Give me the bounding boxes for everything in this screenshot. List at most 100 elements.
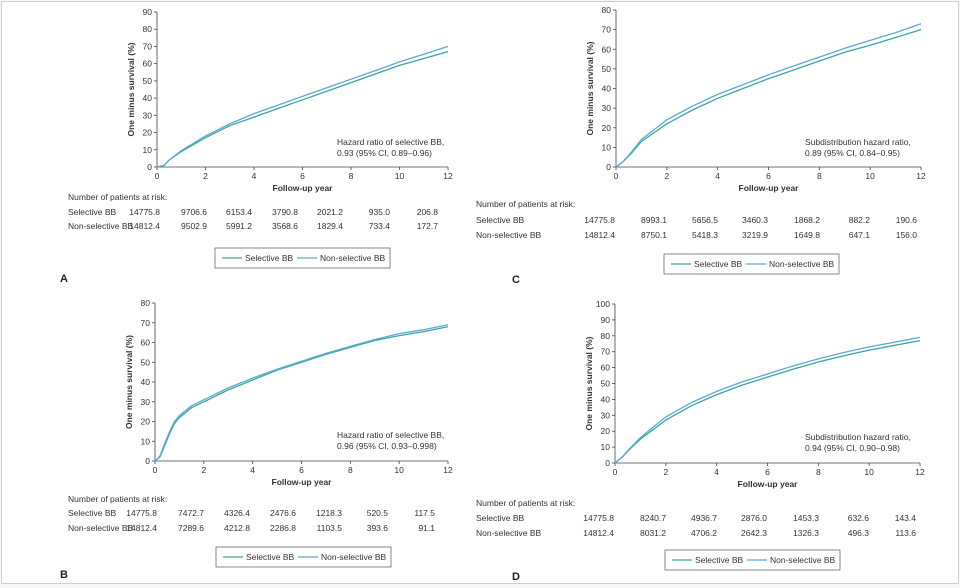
risk-cell: 4936.7	[691, 513, 717, 523]
panel-a: 0 10 20 30 40 50 60 70 80 90 0 2 4 6 8 10 12 Follow-up ye…	[60, 7, 453, 285]
risk-cell: 14812.4	[129, 221, 160, 231]
risk-cell: 113.6	[895, 528, 916, 538]
x-tick-label: 10	[395, 171, 405, 181]
y-tick-label: 20	[602, 123, 612, 133]
y-tick-label: 70	[141, 318, 151, 328]
legend: Selective BB Non-selective BB	[664, 549, 841, 571]
panel-label: C	[512, 274, 520, 286]
risk-cell: 632.6	[848, 513, 870, 523]
series-line-non-selective	[615, 23, 922, 168]
risk-cell: 14775.8	[583, 513, 614, 523]
x-tick-label: 12	[443, 171, 453, 181]
x-tick-label: 2	[663, 467, 668, 477]
x-tick-label: 6	[766, 171, 771, 181]
y-tick-label: 30	[141, 397, 151, 407]
y-tick-label: 30	[601, 410, 611, 420]
risk-cell: 3219.9	[742, 230, 768, 240]
y-tick-label: 100	[596, 299, 610, 309]
risk-cell: 393.6	[367, 523, 389, 533]
risk-cell: 935.0	[369, 207, 391, 217]
risk-cell: 1649.8	[794, 230, 820, 240]
y-tick-label: 0	[606, 162, 611, 172]
risk-cell: 190.6	[896, 215, 918, 225]
legend-label-non-selective: Non-selective BB	[769, 259, 835, 269]
x-tick-label: 8	[816, 467, 821, 477]
y-tick-label: 70	[143, 41, 153, 51]
x-tick-label: 10	[865, 171, 875, 181]
risk-cell: 9502.9	[181, 221, 207, 231]
risk-row-label: Selective BB	[68, 207, 117, 217]
legend-label-non-selective: Non-selective BB	[320, 253, 386, 263]
panel-b: 0 10 20 30 40 50 60 70 80 0 2 4 6 8 10 12 Follow-up year…	[60, 298, 453, 581]
legend-label-non-selective: Non-selective BB	[321, 552, 387, 562]
risk-table-title: Number of patients at risk:	[68, 494, 167, 504]
risk-cell: 8240.7	[640, 513, 666, 523]
y-tick-label: 40	[602, 84, 612, 94]
hazard-ratio-note: 0.94 (95% CI, 0.90–0.98)	[805, 443, 900, 453]
risk-cell: 1218.3	[316, 508, 342, 518]
y-tick-label: 50	[143, 76, 153, 86]
risk-cell: 2286.8	[270, 523, 296, 533]
risk-cell: 496.3	[848, 528, 870, 538]
risk-cell: 2642.3	[741, 528, 767, 538]
x-axis-label: Follow-up year	[739, 183, 800, 193]
risk-cell: 647.1	[849, 230, 871, 240]
risk-row-label: Non-selective BB	[68, 221, 134, 231]
legend-label-selective: Selective BB	[246, 552, 295, 562]
panel-d: 0 10 20 30 40 50 60 70 80 90 100 0 2 4 6 8 10 12 Follow-up…	[476, 299, 925, 583]
risk-cell: 143.4	[895, 513, 917, 523]
y-axis-label: One minus survival (%)	[584, 336, 594, 430]
x-tick-label: 4	[715, 171, 720, 181]
y-tick-label: 40	[141, 377, 151, 387]
x-tick-label: 8	[348, 465, 353, 475]
risk-cell: 7472.7	[178, 508, 204, 518]
risk-cell: 14812.4	[126, 523, 157, 533]
y-tick-label: 90	[601, 315, 611, 325]
y-tick-label: 20	[141, 417, 151, 427]
hazard-ratio-note: Hazard ratio of selective BB,	[337, 430, 444, 440]
risk-row-label: Selective BB	[68, 508, 117, 518]
x-tick-label: 4	[714, 467, 719, 477]
x-tick-label: 8	[817, 171, 822, 181]
y-axis-label: One minus survival (%)	[126, 42, 136, 136]
risk-table-title: Number of patients at risk:	[476, 199, 575, 209]
y-tick-label: 0	[147, 162, 152, 172]
risk-row-label: Non-selective BB	[476, 528, 542, 538]
x-axis-label: Follow-up year	[273, 183, 334, 193]
risk-cell: 5656.5	[692, 215, 718, 225]
x-tick-label: 2	[201, 465, 206, 475]
y-tick-label: 20	[601, 426, 611, 436]
risk-cell: 156.0	[896, 230, 918, 240]
y-tick-label: 60	[602, 44, 612, 54]
risk-cell: 14812.4	[583, 528, 614, 538]
x-tick-label: 0	[613, 467, 618, 477]
risk-cell: 6153.4	[226, 207, 252, 217]
hazard-ratio-note: 0.89 (95% CI, 0.84–0.95)	[805, 148, 900, 158]
risk-cell: 91.1	[418, 523, 435, 533]
risk-cell: 733.4	[369, 221, 391, 231]
y-tick-label: 90	[143, 7, 153, 17]
x-tick-label: 6	[300, 171, 305, 181]
risk-cell: 1103.5	[317, 523, 343, 533]
legend-label-selective: Selective BB	[694, 259, 743, 269]
legend: Selective BB Non-selective BB	[663, 253, 840, 275]
risk-cell: 1829.4	[317, 221, 343, 231]
x-tick-label: 12	[915, 467, 925, 477]
y-tick-label: 30	[602, 103, 612, 113]
risk-cell: 172.7	[417, 221, 439, 231]
risk-cell: 882.2	[849, 215, 871, 225]
x-tick-label: 12	[443, 465, 453, 475]
hazard-ratio-note: Hazard ratio of selective BB,	[337, 137, 444, 147]
risk-cell: 1868.2	[794, 215, 820, 225]
y-tick-label: 80	[601, 331, 611, 341]
y-tick-label: 10	[601, 442, 611, 452]
y-tick-label: 60	[601, 363, 611, 373]
y-tick-label: 50	[602, 64, 612, 74]
risk-cell: 206.8	[417, 207, 439, 217]
legend: Selective BB Non-selective BB	[215, 546, 392, 568]
risk-cell: 5418.3	[692, 230, 718, 240]
risk-cell: 9706.6	[181, 207, 207, 217]
risk-cell: 4212.8	[224, 523, 250, 533]
